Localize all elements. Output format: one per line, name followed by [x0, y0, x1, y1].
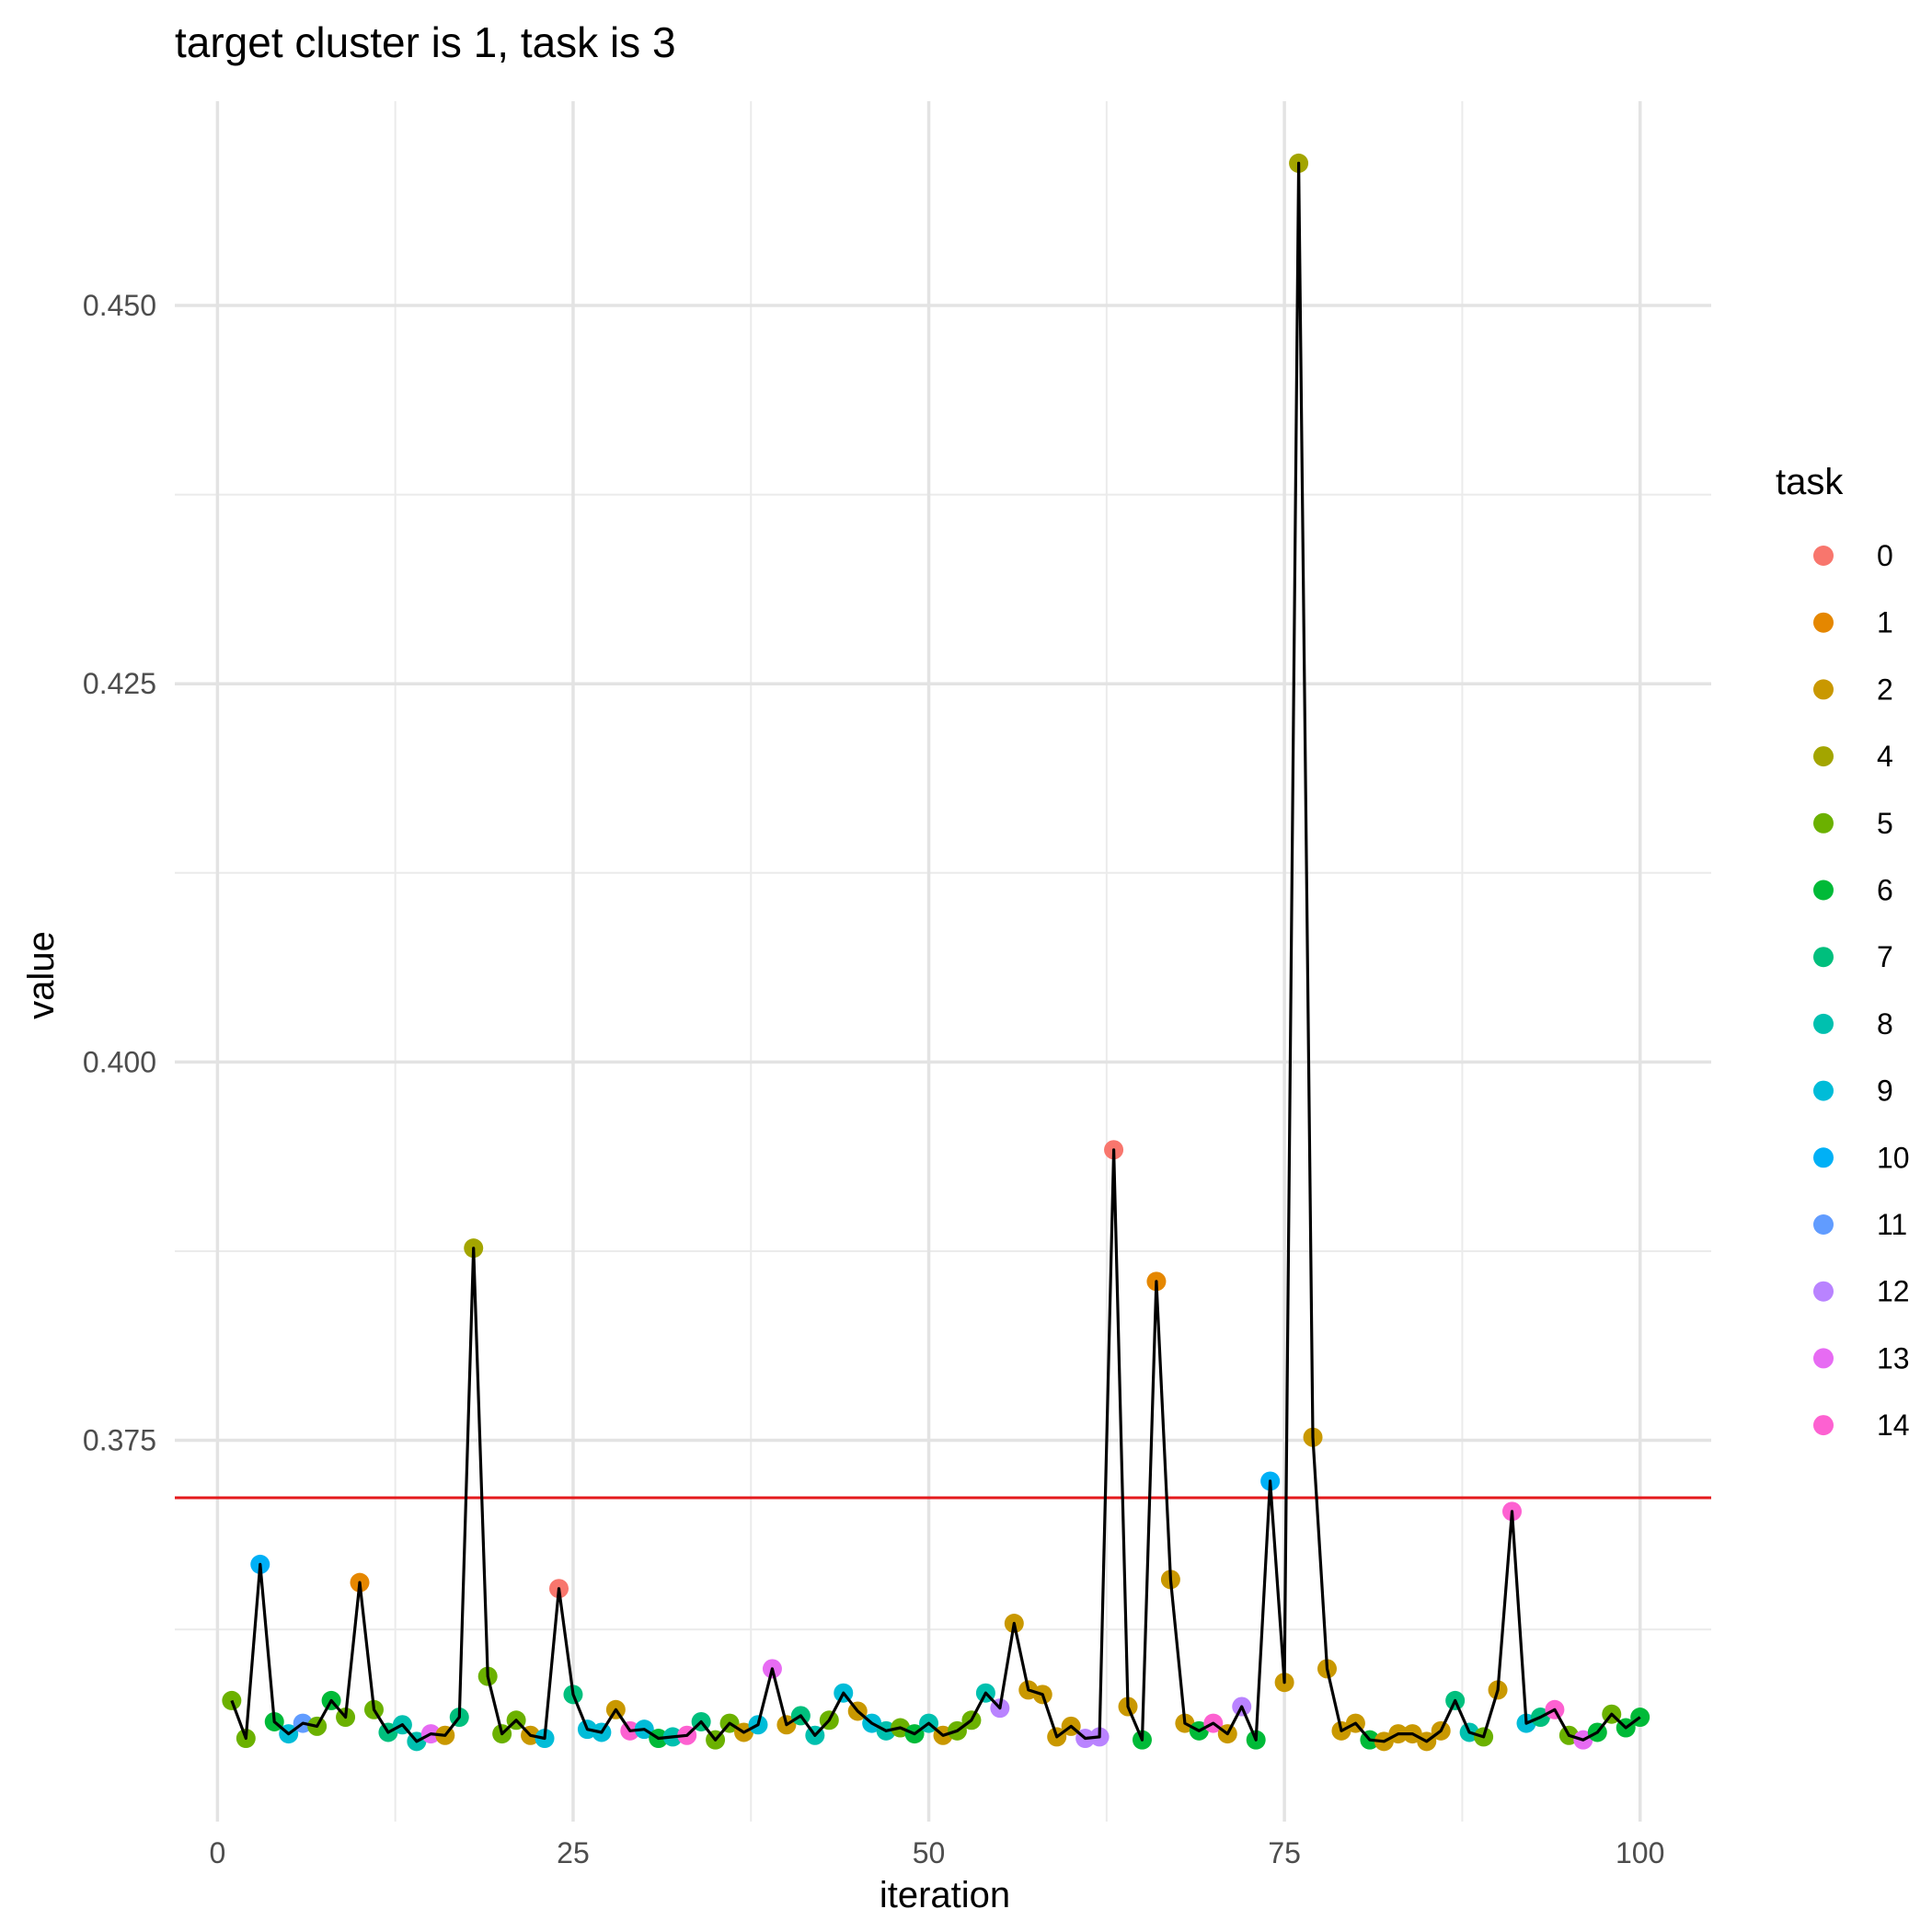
legend-key — [1813, 746, 1834, 767]
legend-item: 8 — [1813, 1007, 1893, 1041]
y-tick-label: 0.400 — [83, 1045, 156, 1078]
legend-label: 6 — [1877, 874, 1893, 907]
legend-label: 11 — [1877, 1208, 1907, 1241]
series-line — [230, 161, 1641, 1743]
x-tick-label: 100 — [1616, 1836, 1664, 1869]
chart-title: target cluster is 1, task is 3 — [175, 18, 676, 66]
legend-label: 8 — [1877, 1007, 1893, 1041]
legend-label: 0 — [1877, 539, 1893, 572]
x-tick-label: 0 — [209, 1836, 225, 1869]
legend-key — [1813, 1080, 1834, 1101]
y-tick-label: 0.425 — [83, 667, 156, 700]
legend-key — [1813, 546, 1834, 566]
legend-label: 1 — [1877, 606, 1893, 639]
legend-item: 5 — [1813, 807, 1893, 840]
legend-key — [1813, 1147, 1834, 1168]
legend-key — [1813, 679, 1834, 700]
legend-key — [1813, 947, 1834, 968]
legend-key — [1813, 812, 1834, 834]
legend-item: 1 — [1813, 606, 1893, 639]
legend-item: 4 — [1813, 740, 1893, 773]
legend-item: 7 — [1813, 940, 1893, 973]
grid-layer — [175, 101, 1711, 1822]
legend-item: 10 — [1813, 1141, 1910, 1174]
y-tick-label: 0.450 — [83, 289, 156, 322]
y-tick-labels: 0.375 0.400 0.425 0.450 — [83, 289, 156, 1457]
legend-key — [1813, 1348, 1834, 1369]
legend-label: 4 — [1877, 740, 1893, 773]
legend-key — [1813, 1281, 1834, 1302]
legend-key — [1813, 1415, 1834, 1436]
legend-key — [1813, 880, 1834, 901]
legend-item: 12 — [1813, 1275, 1910, 1308]
legend-key — [1813, 1013, 1834, 1034]
legend-item: 11 — [1813, 1208, 1907, 1241]
legend-item: 2 — [1813, 673, 1893, 706]
legend-item: 14 — [1813, 1409, 1910, 1442]
legend-title: task — [1776, 462, 1844, 502]
y-tick-label: 0.375 — [83, 1424, 156, 1457]
legend-label: 2 — [1877, 673, 1893, 706]
legend-label: 14 — [1877, 1409, 1910, 1442]
legend-item: 6 — [1813, 874, 1893, 907]
legend-label: 12 — [1877, 1275, 1910, 1308]
series-line-layer — [230, 161, 1641, 1743]
x-axis-title: iteration — [880, 1875, 1010, 1915]
x-tick-label: 50 — [913, 1836, 946, 1869]
data-points-layer — [222, 153, 1650, 1752]
legend-item: 0 — [1813, 539, 1893, 572]
x-tick-label: 75 — [1268, 1836, 1301, 1869]
y-axis-title: value — [21, 931, 62, 1019]
legend-label: 9 — [1877, 1075, 1893, 1108]
legend-key — [1813, 1214, 1834, 1235]
legend-label: 13 — [1877, 1341, 1910, 1374]
legend-label: 5 — [1877, 807, 1893, 840]
x-tick-label: 25 — [557, 1836, 590, 1869]
x-tick-labels: 0 25 50 75 100 — [209, 1836, 1664, 1869]
legend-key — [1813, 612, 1834, 633]
legend-label: 7 — [1877, 940, 1893, 973]
legend-item: 9 — [1813, 1075, 1893, 1108]
legend-label: 10 — [1877, 1141, 1910, 1174]
legend-item: 13 — [1813, 1341, 1910, 1374]
